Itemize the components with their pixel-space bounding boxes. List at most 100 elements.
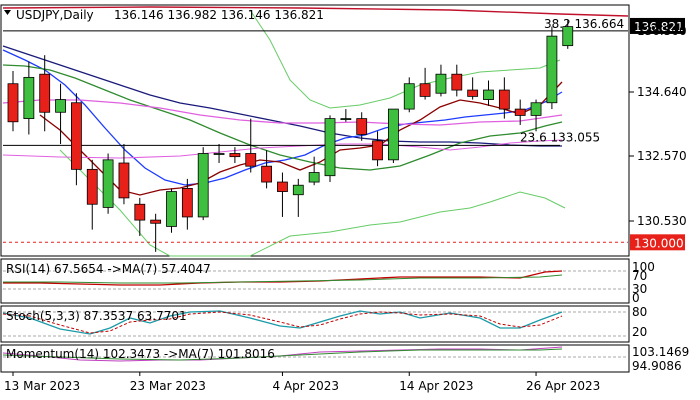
price-tick-label: 134.640 xyxy=(637,85,687,99)
candle-body xyxy=(562,26,574,47)
candle xyxy=(419,67,431,100)
candle-body xyxy=(39,73,51,113)
overlay-lines xyxy=(2,6,629,257)
candle-body xyxy=(118,162,130,199)
candles-group xyxy=(7,20,574,252)
x-tick-label: 23 Mar 2023 xyxy=(130,379,206,393)
x-tick-label: 4 Apr 2023 xyxy=(272,379,339,393)
candle-body xyxy=(356,118,368,135)
candle-body xyxy=(546,35,558,104)
candle xyxy=(451,64,463,97)
candle xyxy=(134,197,146,236)
candle-body xyxy=(308,172,320,183)
momentum-tick-label: 103.1469 xyxy=(632,345,689,359)
x-tick-label: 13 Mar 2023 xyxy=(4,379,80,393)
candle xyxy=(197,147,209,221)
bollinger-lower-line xyxy=(59,149,566,257)
candle-body xyxy=(150,219,162,224)
rsi-panel-frame xyxy=(0,258,630,304)
candle-body xyxy=(102,159,114,208)
candle-body xyxy=(213,153,225,155)
symbol-label: USDJPY,Daily xyxy=(16,8,94,22)
candle xyxy=(483,80,494,106)
candle xyxy=(7,71,19,132)
candle xyxy=(292,178,304,217)
x-axis: 13 Mar 2023 23 Mar 2023 4 Apr 2023 14 Apr 2… xyxy=(4,372,600,393)
candle xyxy=(308,156,320,186)
rsi-tick-label: 0 xyxy=(632,291,640,305)
candle xyxy=(387,108,399,164)
candle-body xyxy=(181,187,193,218)
candle-body xyxy=(435,73,447,94)
stoch-panel-frame xyxy=(0,305,630,343)
candle-body xyxy=(23,76,35,120)
candle-body xyxy=(419,83,431,97)
candle-body xyxy=(324,118,336,177)
candle xyxy=(39,55,51,132)
candle xyxy=(55,83,66,144)
price-tick-label: 130.530 xyxy=(637,214,687,228)
candle xyxy=(546,26,558,110)
candle-body xyxy=(55,99,66,113)
stoch-label: Stoch(5,3,3) 87.3537 63.7701 xyxy=(6,309,187,323)
candle xyxy=(356,112,368,141)
price-levels: 38.2 136.664 23.6 133.055 136.821 130.000 xyxy=(3,17,685,251)
rsi-tick-label: 30 xyxy=(632,282,647,296)
ohlc-label: 136.146 136.982 136.146 136.821 xyxy=(114,8,324,22)
current-price-label: 136.821 xyxy=(634,20,684,34)
long-term-ma-line xyxy=(2,6,629,17)
stoch-tick-label: 20 xyxy=(632,325,647,339)
candle-body xyxy=(166,191,177,227)
candle-body xyxy=(134,203,146,221)
sma-magenta-line xyxy=(2,99,563,126)
candle xyxy=(340,109,352,122)
rsi-panel: RSI(14) 67.5654 ->MA(7) 57.4047 100 70 3… xyxy=(3,260,655,305)
momentum-tick-label: 94.9086 xyxy=(632,359,682,373)
stoch-tick-label: 80 xyxy=(632,305,647,319)
candle-body xyxy=(340,118,352,121)
momentum-panel: Momentum(14) 102.3473 ->MA(7) 101.8016 1… xyxy=(2,345,689,373)
candle-body xyxy=(483,89,494,100)
panel-frames xyxy=(0,4,630,373)
rsi-tick-label: 100 xyxy=(632,260,655,274)
candle-body xyxy=(245,153,257,167)
candle xyxy=(372,131,383,167)
x-tick-label: 26 Apr 2023 xyxy=(526,379,600,393)
candle-body xyxy=(292,184,304,196)
candle-body xyxy=(197,153,209,218)
candle xyxy=(277,172,288,217)
candle xyxy=(435,64,447,97)
candle-body xyxy=(71,102,82,170)
rsi-ma-line xyxy=(3,274,563,284)
chart-header: USDJPY,Daily 136.146 136.982 136.146 136… xyxy=(4,8,324,22)
candle-body xyxy=(530,102,542,116)
candle-body xyxy=(498,89,510,110)
candle xyxy=(71,93,82,186)
candle xyxy=(403,77,415,113)
candle xyxy=(261,150,273,189)
candle-body xyxy=(7,83,19,123)
x-tick-label: 14 Apr 2023 xyxy=(399,379,473,393)
candle-body xyxy=(467,89,479,97)
price-tick-label: 136.500 xyxy=(637,24,687,38)
candle xyxy=(23,61,35,135)
momentum-panel-frame xyxy=(0,344,630,373)
candle xyxy=(213,143,225,164)
sma-green-line xyxy=(2,64,563,171)
candle-body xyxy=(86,168,98,205)
current-price-badge xyxy=(630,17,685,34)
candle-body xyxy=(261,165,273,183)
candle xyxy=(245,118,257,173)
candle-body xyxy=(403,83,415,110)
price-panel-frame xyxy=(0,4,630,257)
price-axis: 134.640 132.570 130.530 136.500 xyxy=(629,24,687,228)
stoch-signal-line xyxy=(2,311,563,334)
candle-body xyxy=(387,108,399,161)
candle xyxy=(102,153,114,214)
candle-body xyxy=(229,153,241,158)
candle xyxy=(150,213,162,252)
candle xyxy=(181,178,193,230)
candle xyxy=(498,77,510,119)
candle-body xyxy=(514,108,526,116)
